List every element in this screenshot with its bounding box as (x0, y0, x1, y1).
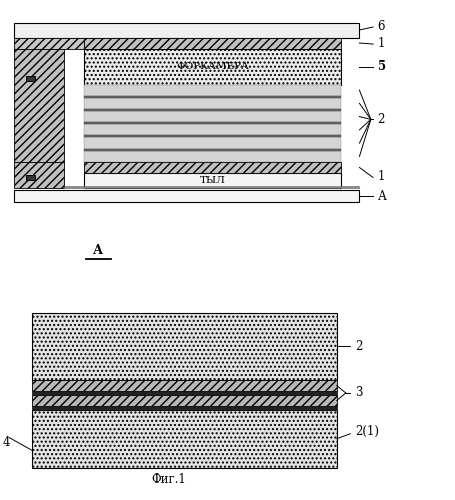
Bar (14, 162, 65, 188)
Text: 1: 1 (378, 170, 385, 183)
Bar (32, 312, 337, 380)
Bar (26, 76, 35, 82)
Bar (84, 84, 341, 96)
Text: 1: 1 (378, 36, 385, 50)
Bar (84, 162, 341, 173)
Text: 2: 2 (378, 113, 385, 126)
Bar (65, 186, 359, 188)
Bar (84, 98, 341, 109)
Text: ТЫЛ: ТЫЛ (200, 176, 226, 185)
Bar (84, 38, 341, 48)
Bar (84, 109, 341, 111)
Bar (32, 395, 337, 406)
Text: 3: 3 (355, 386, 362, 400)
Bar (84, 138, 341, 148)
Bar (14, 38, 84, 48)
Bar (32, 410, 337, 468)
Text: ФОРКАМЕРА: ФОРКАМЕРА (176, 62, 249, 71)
Text: 5: 5 (378, 60, 386, 73)
Bar (32, 406, 337, 410)
Bar (84, 173, 341, 188)
Bar (84, 96, 341, 98)
Bar (14, 190, 359, 202)
Bar (32, 380, 337, 391)
Bar (26, 176, 35, 180)
Text: 2(1): 2(1) (355, 425, 379, 438)
Text: 2: 2 (355, 340, 362, 353)
Text: А: А (93, 244, 103, 258)
Bar (84, 111, 341, 122)
Bar (14, 48, 65, 162)
Bar (32, 391, 337, 395)
Text: А: А (378, 190, 387, 203)
Bar (84, 148, 341, 150)
Bar (84, 122, 341, 124)
Text: Фиг.1: Фиг.1 (151, 473, 186, 486)
Text: 4: 4 (2, 436, 10, 449)
Bar (14, 22, 359, 38)
Bar (84, 136, 341, 138)
Bar (84, 48, 341, 84)
Bar (84, 150, 341, 162)
Text: 6: 6 (378, 20, 385, 33)
Bar (84, 124, 341, 136)
